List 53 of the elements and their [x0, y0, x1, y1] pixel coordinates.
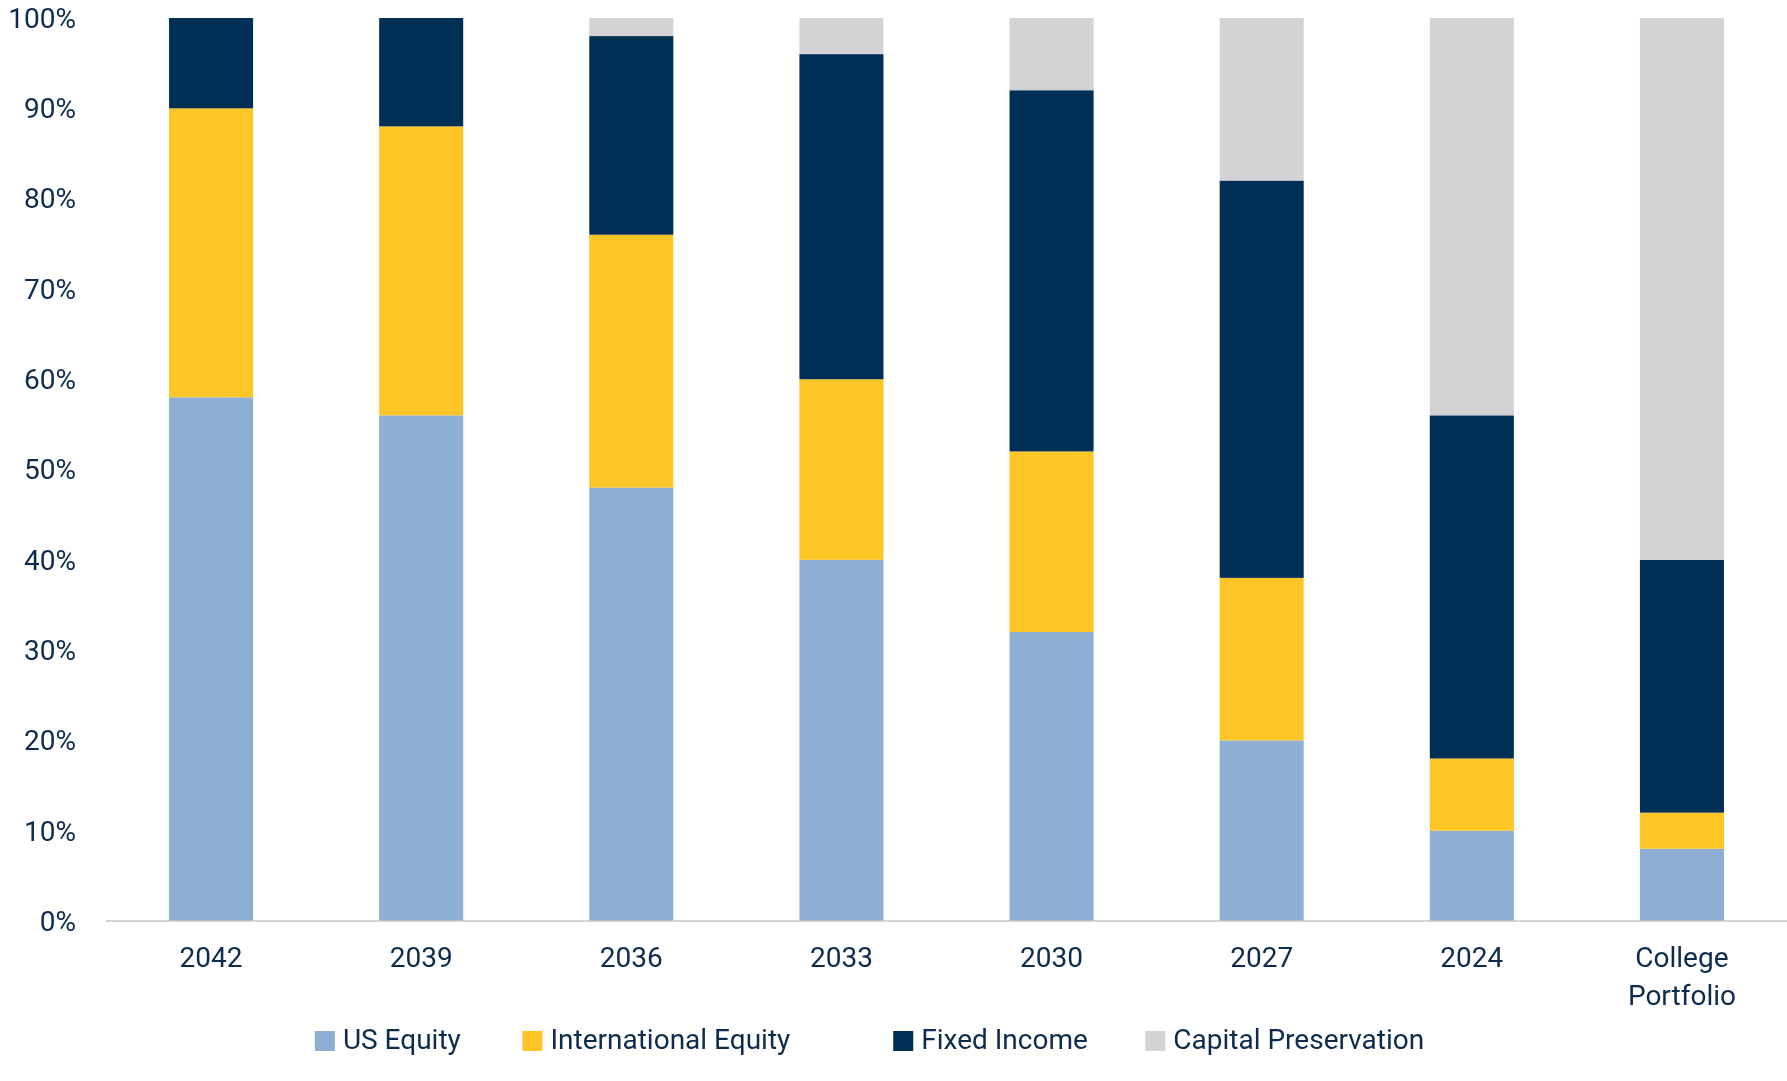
legend-label: Fixed Income	[921, 1023, 1088, 1056]
bar	[799, 18, 884, 55]
y-tick-label: 0%	[39, 904, 76, 938]
bar	[169, 397, 254, 921]
y-tick-label: 50%	[24, 453, 76, 487]
bar	[1219, 577, 1304, 741]
y-tick-label: 60%	[24, 363, 76, 396]
x-tick-label: 2030	[1020, 941, 1084, 974]
legend-label: US Equity	[342, 1023, 461, 1056]
legend-label: Capital Preservation	[1173, 1023, 1425, 1056]
bar	[1219, 18, 1304, 181]
x-tick-label: 2036	[599, 941, 663, 974]
y-tick-label: 90%	[24, 92, 76, 126]
y-tick-label: 70%	[24, 272, 76, 306]
bar	[799, 54, 884, 380]
x-tick-label: 2039	[389, 941, 453, 974]
x-tick-label: 2024	[1440, 941, 1504, 974]
x-tick-label: 2042	[179, 941, 243, 974]
bar	[799, 559, 884, 921]
bar	[1639, 559, 1724, 813]
bar	[1009, 451, 1094, 633]
bar	[1429, 18, 1514, 416]
bar	[1429, 415, 1514, 759]
bar	[1009, 632, 1094, 921]
y-tick-label: 30%	[24, 633, 76, 667]
y-tick-label: 80%	[24, 182, 76, 216]
bar	[379, 415, 464, 921]
bar	[589, 487, 674, 921]
x-tick-label: 2027	[1230, 941, 1294, 974]
bar	[1429, 758, 1514, 831]
bar	[1639, 812, 1724, 849]
y-tick-label: 20%	[24, 724, 76, 758]
bar	[379, 126, 464, 416]
bar	[589, 234, 674, 488]
bar	[1009, 90, 1094, 452]
bar	[799, 379, 884, 560]
bar	[1639, 18, 1724, 560]
x-tick-label: College Portfolio	[1627, 941, 1736, 1012]
x-tick-label: 2033	[809, 941, 873, 974]
bar	[1219, 180, 1304, 578]
bar	[169, 108, 254, 398]
bar	[1429, 830, 1514, 921]
bar	[589, 18, 674, 37]
y-tick-label: 10%	[24, 814, 76, 848]
y-tick-label: 40%	[24, 543, 76, 577]
bar	[1009, 18, 1094, 91]
bar	[1639, 848, 1724, 921]
y-tick-label: 100%	[8, 1, 76, 35]
bar	[169, 18, 254, 109]
bar	[589, 36, 674, 235]
bar	[379, 18, 464, 127]
legend-label: International Equity	[550, 1023, 791, 1056]
bar	[1219, 740, 1304, 921]
